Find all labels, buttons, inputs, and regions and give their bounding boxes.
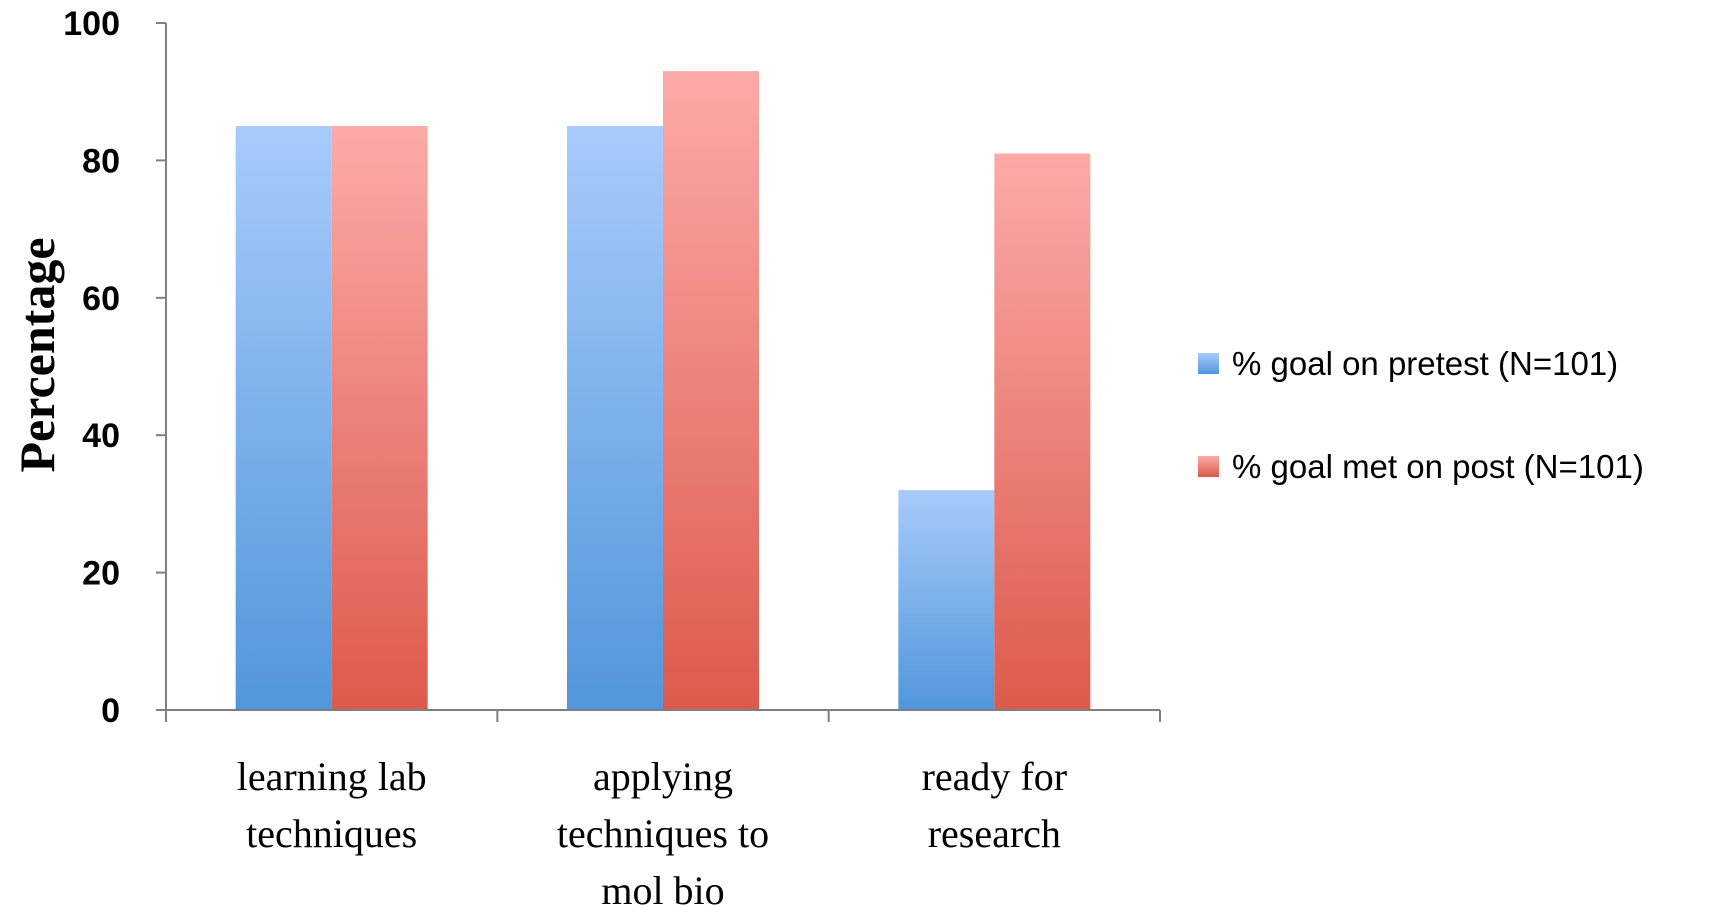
category-label: techniques to <box>557 811 769 856</box>
y-tick-label: 60 <box>82 280 120 318</box>
legend-label: % goal on pretest (N=101) <box>1232 345 1618 382</box>
y-tick-label: 0 <box>101 692 120 730</box>
y-tick-label: 100 <box>63 5 120 43</box>
y-tick-label: 80 <box>82 142 120 180</box>
bar-pretest-3 <box>898 490 995 710</box>
bar-post-3 <box>994 153 1091 710</box>
category-label: mol bio <box>601 868 724 905</box>
legend-swatch <box>1198 353 1219 374</box>
legend-swatch <box>1198 456 1219 477</box>
y-tick-label: 20 <box>82 555 120 593</box>
y-tick-labels: 0 20 40 60 80 100 <box>63 5 120 730</box>
category-labels: learning lab techniques applying techniques… <box>237 754 1067 905</box>
category-label: learning lab <box>237 754 427 799</box>
category-label: ready for <box>922 754 1067 799</box>
category-label: applying <box>593 754 733 799</box>
bar-post-2 <box>663 71 759 711</box>
bar-pretest-1 <box>235 126 332 711</box>
bars-group <box>235 71 1091 711</box>
legend-label: % goal met on post (N=101) <box>1232 448 1644 485</box>
category-label: research <box>928 811 1061 856</box>
bar-pretest-2 <box>567 126 663 711</box>
bar-post-1 <box>331 126 428 711</box>
axes-group <box>156 22 1161 722</box>
category-label: techniques <box>246 811 417 856</box>
y-tick-label: 40 <box>82 417 120 455</box>
legend: % goal on pretest (N=101) % goal met on p… <box>1198 345 1644 485</box>
y-axis-label: Percentage <box>9 237 65 472</box>
